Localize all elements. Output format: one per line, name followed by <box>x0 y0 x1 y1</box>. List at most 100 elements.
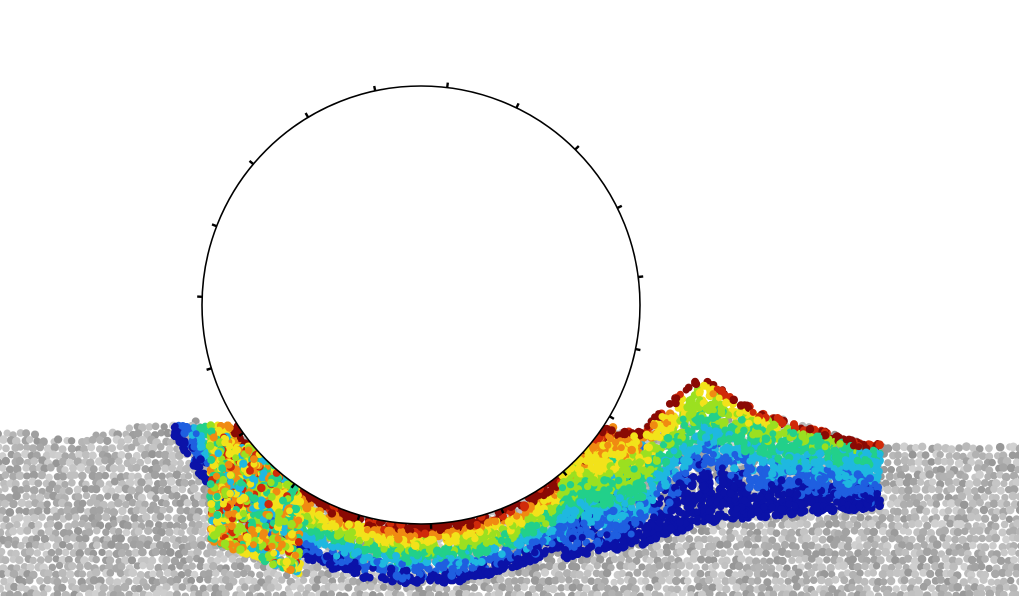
soil-particle <box>132 506 141 515</box>
soil-particle <box>183 506 191 515</box>
soil-particle <box>62 535 71 544</box>
soil-particle <box>959 500 969 510</box>
soil-particle <box>239 569 248 578</box>
soil-particle <box>707 542 717 551</box>
soil-particle <box>124 452 133 460</box>
soil-particle <box>695 582 703 591</box>
soil-particle <box>134 472 142 481</box>
soil-particle <box>907 458 916 468</box>
soil-particle <box>1003 500 1011 508</box>
soil-particle <box>908 450 917 459</box>
soil-particle <box>817 519 826 528</box>
soil-particle <box>863 527 872 536</box>
soil-particle <box>646 556 654 565</box>
soil-particle <box>241 583 249 591</box>
soil-particle <box>927 485 936 494</box>
soil-particle <box>1014 451 1019 460</box>
soil-particle <box>22 464 30 472</box>
soil-particle <box>540 568 550 577</box>
soil-particle <box>841 512 850 522</box>
soil-particle <box>902 535 911 544</box>
soil-particle <box>1002 583 1011 591</box>
soil-particle <box>145 478 153 487</box>
soil-particle <box>902 493 911 502</box>
soil-particle <box>137 493 147 503</box>
soil-particle <box>721 561 729 570</box>
soil-particle <box>61 480 69 489</box>
soil-particle <box>123 521 133 531</box>
soil-particle <box>5 493 14 502</box>
soil-particle <box>190 540 199 550</box>
soil-particle <box>182 464 191 474</box>
soil-particle <box>697 527 706 535</box>
soil-particle <box>228 555 237 564</box>
soil-particle <box>52 459 61 468</box>
soil-particle <box>759 570 768 578</box>
soil-particle <box>957 548 966 557</box>
soil-particle <box>845 520 854 529</box>
soil-particle <box>50 443 59 452</box>
soil-particle <box>151 422 160 431</box>
soil-particle <box>127 486 136 495</box>
soil-particle <box>1001 493 1009 502</box>
soil-particle <box>0 435 8 444</box>
soil-particle <box>55 548 63 556</box>
soil-particle <box>562 569 572 578</box>
soil-particle <box>5 508 15 517</box>
soil-particle <box>302 568 311 578</box>
soil-particle <box>95 506 104 515</box>
soil-particle <box>78 570 87 578</box>
soil-particle <box>129 457 137 465</box>
soil-particle <box>961 473 969 481</box>
soil-particle <box>105 556 115 565</box>
soil-particle <box>1012 458 1019 467</box>
soil-particle <box>137 478 146 487</box>
soil-particle <box>900 456 910 466</box>
soil-particle <box>844 536 853 545</box>
soil-particle <box>157 429 165 437</box>
soil-particle <box>132 463 141 472</box>
soil-particle <box>61 548 70 557</box>
soil-particle <box>496 575 505 584</box>
soil-particle <box>736 540 745 549</box>
soil-particle <box>911 484 921 494</box>
soil-particle <box>195 520 204 529</box>
soil-particle <box>979 505 989 515</box>
soil-particle <box>64 555 73 564</box>
soil-particle <box>896 471 906 480</box>
soil-particle <box>972 478 982 487</box>
soil-particle <box>191 526 200 536</box>
soil-particle <box>180 478 189 488</box>
soil-particle <box>52 512 61 521</box>
soil-particle <box>104 492 112 500</box>
soil-particle <box>954 459 964 468</box>
soil-particle <box>123 435 133 444</box>
soil-particle <box>44 527 54 536</box>
soil-particle <box>718 528 727 536</box>
soil-particle <box>278 576 286 584</box>
soil-particle <box>9 499 18 509</box>
soil-particle <box>1005 505 1015 515</box>
soil-particle <box>162 541 171 550</box>
soil-particle <box>969 541 977 550</box>
soil-particle <box>32 540 40 549</box>
soil-particle <box>1 485 9 493</box>
soil-particle <box>157 527 166 537</box>
soil-particle <box>716 540 725 549</box>
soil-particle <box>125 549 133 557</box>
soil-particle <box>701 563 709 571</box>
soil-particle <box>70 520 80 529</box>
soil-particle <box>823 556 831 564</box>
soil-particle <box>165 445 174 453</box>
soil-particle <box>186 513 195 522</box>
soil-particle <box>633 568 642 577</box>
soil-particle <box>85 458 95 468</box>
soil-particle <box>128 472 136 481</box>
soil-particle <box>811 535 820 543</box>
soil-particle <box>68 479 76 487</box>
soil-particle <box>1012 478 1019 487</box>
soil-particle <box>118 506 127 516</box>
soil-particle <box>162 500 170 508</box>
soil-particle <box>719 549 727 558</box>
soil-particle <box>26 436 34 444</box>
